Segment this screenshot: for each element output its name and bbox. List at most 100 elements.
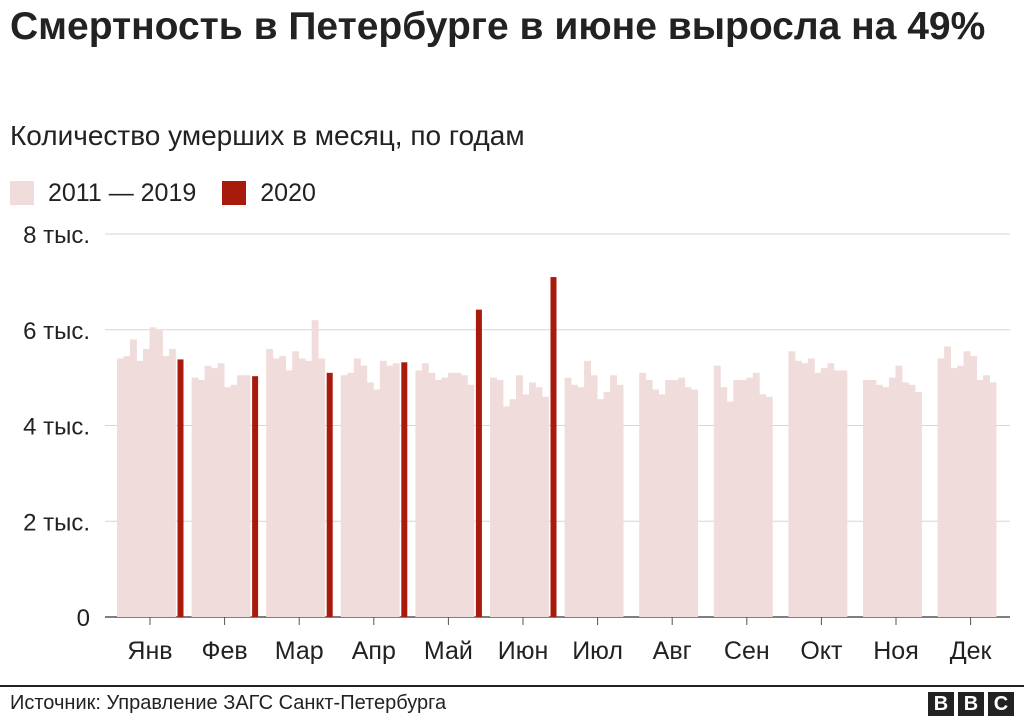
bar-2011-2019 [130,339,137,617]
bar-2011-2019 [237,375,244,617]
x-tick-label: Июл [572,637,623,665]
bar-2011-2019 [318,358,326,617]
bar-2011-2019 [447,372,455,617]
bar-2011-2019 [794,360,802,617]
bar-2011-2019 [820,368,828,617]
x-tick-label: Май [424,637,473,665]
x-tick-label: Дек [950,637,993,665]
bar-2011-2019 [801,363,809,617]
bar-2011-2019 [908,384,916,617]
bar-2011-2019 [863,380,870,617]
x-tick-label: Ноя [873,637,919,665]
bar-2011-2019 [373,389,381,617]
x-tick-label: Фев [201,637,247,665]
source-note: Источник: Управление ЗАГС Санкт-Петербур… [10,692,447,714]
bar-2011-2019 [915,391,922,617]
bar-2011-2019 [529,382,536,617]
bar-2011-2019 [467,384,475,617]
bbc-logo-letter: B [958,692,984,716]
bar-2011-2019 [243,375,251,617]
bar-2011-2019 [522,394,530,617]
bar-2011-2019 [610,375,617,617]
bar-2011-2019 [944,346,951,617]
bar-2011-2019 [117,358,124,617]
bar-2011-2019 [224,387,231,617]
bar-2011-2019 [726,401,734,617]
bar-2011-2019 [136,360,144,617]
bar-2011-2019 [603,391,611,617]
bar-2011-2019 [366,382,374,617]
bar-2020 [401,362,408,617]
bar-2011-2019 [454,372,462,617]
bar-2011-2019 [279,356,287,617]
bar-2011-2019 [191,377,199,617]
chart-title: Смертность в Петербурге в июне выросла н… [10,5,986,48]
x-tick-label: Сен [724,637,770,665]
bar-2011-2019 [123,356,131,617]
x-tick-label: Мар [275,637,324,665]
bar-2011-2019 [360,365,368,617]
bar-2011-2019 [720,387,728,617]
bar-2011-2019 [889,377,896,617]
bar-2011-2019 [658,394,666,617]
y-tick-label: 0 [77,605,90,632]
x-tick-label: Авг [653,637,692,665]
bar-2011-2019 [298,358,306,617]
bar-2011-2019 [976,380,984,617]
bar-2011-2019 [840,370,848,617]
bar-2011-2019 [217,363,225,617]
y-tick-label: 8 тыс. [23,222,90,249]
bar-2011-2019 [421,363,429,617]
legend-swatch-2020 [222,181,247,205]
y-tick-label: 6 тыс. [23,318,90,345]
bar-2020 [252,376,259,617]
bar-2011-2019 [379,360,387,617]
bar-2011-2019 [639,372,647,617]
bar-2011-2019 [584,360,591,617]
bar-2011-2019 [733,380,741,617]
legend-item-2011-2019: 2011 — 2019 [10,178,196,208]
bar-2020 [475,309,482,617]
bar-2011-2019 [739,380,747,617]
bar-2011-2019 [509,399,517,617]
bar-2011-2019 [149,327,157,617]
bar-2011-2019 [340,375,348,617]
bar-2011-2019 [272,358,280,617]
legend-label-2020: 2020 [260,179,316,207]
bar-2011-2019 [882,387,890,617]
bar-2011-2019 [542,396,549,617]
bar-2011-2019 [285,370,293,617]
bar-2011-2019 [292,351,300,617]
bar-2011-2019 [460,375,468,617]
bar-2011-2019 [713,365,721,617]
bar-2011-2019 [535,387,543,617]
bar-2011-2019 [169,348,176,617]
bar-2011-2019 [434,380,442,617]
y-tick-label: 4 тыс. [23,414,90,441]
x-tick-label: Янв [127,637,172,665]
legend-label-2011-2019: 2011 — 2019 [48,179,197,207]
bar-2011-2019 [496,380,504,617]
bar-2011-2019 [577,387,585,617]
x-tick-label: Окт [800,637,843,665]
bar-2011-2019 [266,348,274,617]
bar-2011-2019 [311,320,319,617]
bar-2020 [326,372,333,617]
chart-subtitle: Количество умерших в месяц, по годам [10,120,525,151]
bar-2011-2019 [671,380,679,617]
bar-2011-2019 [876,384,883,617]
legend-item-2020: 2020 [222,178,316,208]
bar-2011-2019 [989,382,997,617]
bar-2011-2019 [983,375,990,617]
bar-2011-2019 [827,363,835,617]
bar-2011-2019 [428,372,436,617]
bbc-logo-letter: B [928,692,954,716]
bar-2011-2019 [441,377,449,617]
bar-2011-2019 [833,370,841,617]
bar-2011-2019 [814,372,822,617]
bar-2011-2019 [963,351,971,617]
bar-2020 [177,359,184,617]
bar-2011-2019 [564,377,572,617]
bar-2011-2019 [616,384,624,617]
bar-2011-2019 [211,368,218,617]
